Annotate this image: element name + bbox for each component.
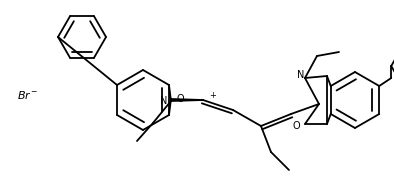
Text: O: O [176, 94, 184, 104]
Text: O: O [292, 121, 300, 131]
Text: N: N [160, 96, 168, 106]
Text: Br$^-$: Br$^-$ [17, 89, 39, 101]
Text: +: + [210, 90, 216, 99]
Text: N: N [297, 70, 305, 80]
